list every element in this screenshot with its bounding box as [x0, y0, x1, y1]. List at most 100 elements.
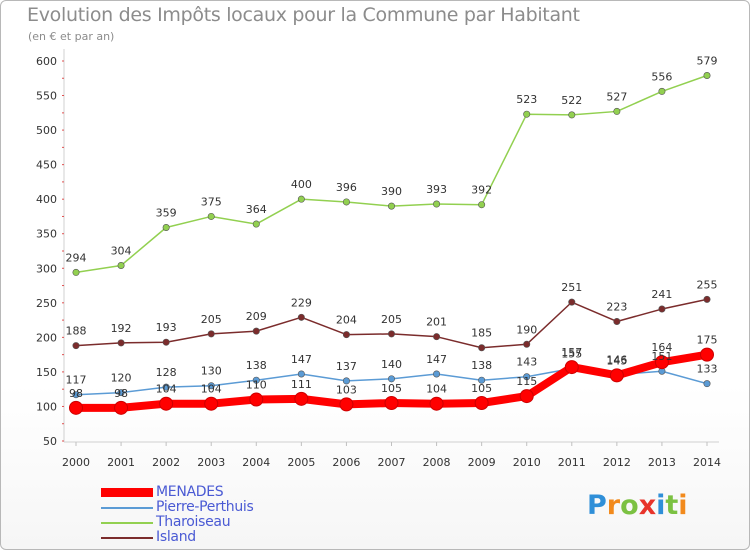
logo-letter: P [587, 490, 607, 521]
data-point-pierre-perthuis [478, 376, 486, 384]
data-label-menades: 175 [697, 334, 718, 347]
logo-letter: x [638, 490, 657, 521]
data-label-tharoiseau: 375 [201, 195, 222, 208]
data-point-tharoiseau [613, 107, 621, 115]
logo-letter: r [606, 490, 621, 521]
data-point-pierre-perthuis [297, 370, 305, 378]
data-label-tharoiseau: 294 [66, 251, 87, 264]
data-label-pierre-perthuis: 128 [156, 366, 177, 379]
x-tick-label: 2010 [513, 456, 541, 469]
data-point-tharoiseau [297, 195, 305, 203]
data-point-pierre-perthuis [252, 376, 260, 384]
data-label-island: 185 [471, 327, 492, 340]
chart-subtitle: (en € et par an) [28, 30, 115, 43]
y-tick-label: 350 [36, 228, 57, 241]
data-point-menades [384, 396, 399, 410]
data-point-island [658, 305, 666, 313]
data-point-pierre-perthuis [703, 380, 711, 388]
data-point-tharoiseau [117, 262, 125, 270]
data-point-menades [249, 392, 264, 407]
logo-letter: o [620, 490, 639, 521]
legend-item-pierre-perthuis: Pierre-Perthuis [101, 499, 341, 515]
data-label-tharoiseau: 556 [651, 70, 672, 83]
data-label-tharoiseau: 393 [426, 183, 447, 196]
data-label-pierre-perthuis: 133 [697, 363, 718, 376]
data-label-menades: 103 [336, 383, 357, 396]
data-point-pierre-perthuis [387, 375, 395, 383]
x-tick-label: 2001 [107, 456, 135, 469]
y-tick-label: 550 [36, 90, 57, 103]
data-label-island: 205 [381, 313, 402, 326]
legend-item-island: Island [101, 529, 341, 545]
legend-item-tharoiseau: Tharoiseau [101, 514, 341, 530]
chart-legend: MENADES Pierre-Perthuis Tharoiseau Islan… [101, 484, 341, 545]
data-label-pierre-perthuis: 138 [471, 359, 492, 372]
data-point-menades [700, 347, 714, 362]
data-point-island [568, 298, 576, 306]
data-point-island [117, 339, 125, 347]
data-point-menades [564, 360, 579, 375]
x-tick-label: 2014 [693, 456, 721, 469]
data-label-tharoiseau: 523 [516, 93, 537, 106]
data-point-menades [519, 389, 534, 404]
data-point-tharoiseau [387, 202, 395, 210]
data-label-tharoiseau: 392 [471, 184, 492, 197]
data-label-menades: 111 [291, 378, 312, 391]
chart-title: Evolution des Impôts locaux pour la Comm… [27, 4, 580, 26]
data-label-island: 201 [426, 316, 447, 329]
data-point-tharoiseau [523, 110, 531, 118]
data-label-menades: 115 [516, 375, 537, 388]
data-label-menades: 110 [246, 379, 267, 392]
data-label-island: 255 [697, 278, 718, 291]
data-point-pierre-perthuis [207, 382, 215, 390]
x-tick-label: 2005 [287, 456, 315, 469]
data-point-menades [654, 355, 669, 370]
x-tick-label: 2009 [468, 456, 496, 469]
data-point-tharoiseau [433, 200, 441, 208]
legend-swatch-pierre-perthuis [101, 507, 153, 509]
data-point-island [433, 333, 441, 341]
x-tick-label: 2007 [378, 456, 406, 469]
chart-data-labels: 98 98 104 104 110 111 103 105 104 105 115 157 145 164… [66, 55, 718, 400]
data-label-island: 192 [111, 322, 132, 335]
data-label-tharoiseau: 400 [291, 178, 312, 191]
x-tick-label: 2003 [197, 456, 225, 469]
data-point-tharoiseau [703, 72, 711, 80]
data-label-pierre-perthuis: 138 [246, 359, 267, 372]
y-tick-label: 150 [36, 366, 57, 379]
data-label-pierre-perthuis: 155 [561, 347, 582, 360]
logo-letter: i [678, 490, 688, 521]
data-label-island: 209 [246, 310, 267, 323]
data-label-menades: 105 [471, 382, 492, 395]
data-point-menades [429, 396, 444, 411]
legend-label-tharoiseau: Tharoiseau [156, 514, 231, 530]
x-tick-label: 2008 [423, 456, 451, 469]
data-label-island: 204 [336, 314, 357, 327]
x-tick-label: 2002 [152, 456, 180, 469]
y-tick-label: 600 [36, 55, 57, 68]
data-label-tharoiseau: 304 [111, 245, 132, 258]
data-point-tharoiseau [478, 201, 486, 209]
data-label-tharoiseau: 579 [697, 55, 718, 68]
data-label-island: 223 [606, 300, 627, 313]
x-tick-label: 2012 [603, 456, 631, 469]
data-label-island: 229 [291, 296, 312, 309]
y-tick-label: 200 [36, 331, 57, 344]
data-label-island: 193 [156, 321, 177, 334]
data-label-island: 205 [201, 313, 222, 326]
data-label-menades: 98 [114, 387, 128, 400]
data-point-menades [69, 400, 83, 415]
data-point-menades [159, 396, 174, 411]
data-label-pierre-perthuis: 147 [426, 353, 447, 366]
data-label-menades: 164 [651, 341, 672, 354]
logo-letter: i [656, 490, 666, 521]
data-point-island [342, 331, 350, 339]
data-point-menades [474, 396, 489, 410]
data-point-pierre-perthuis [342, 377, 350, 385]
data-point-menades [204, 396, 219, 411]
y-tick-label: 400 [36, 193, 57, 206]
data-point-tharoiseau [72, 268, 80, 276]
data-point-island [207, 330, 215, 338]
data-label-tharoiseau: 390 [381, 185, 402, 198]
